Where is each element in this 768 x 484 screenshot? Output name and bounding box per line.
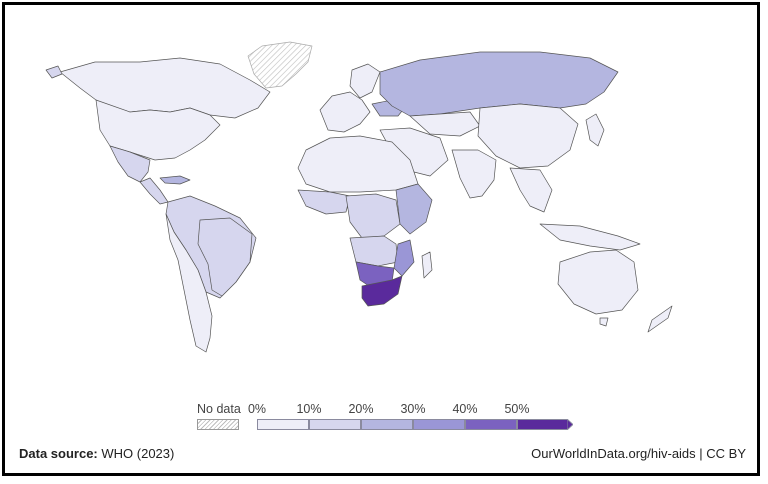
region-angola-zambia[interactable]	[349, 235, 399, 267]
region-china[interactable]	[477, 103, 579, 169]
legend-bin-50-plus	[517, 419, 567, 430]
legend-tick-20: 20%	[348, 402, 374, 416]
color-legend: No data 0% 10% 20% 30% 40% 50%	[195, 402, 585, 436]
region-scandinavia[interactable]	[349, 63, 381, 99]
region-mexico[interactable]	[109, 145, 151, 183]
world-map	[45, 41, 673, 353]
region-russia[interactable]	[379, 51, 619, 117]
region-central-africa[interactable]	[345, 193, 401, 239]
data-source-value: WHO (2023)	[101, 446, 175, 461]
credit-link[interactable]: OurWorldInData.org/hiv-aids | CC BY	[531, 446, 746, 461]
legend-tick-30: 30%	[400, 402, 426, 416]
region-southeast-asia[interactable]	[509, 167, 553, 213]
region-tasmania[interactable]	[599, 317, 609, 327]
region-andes[interactable]	[165, 213, 213, 353]
region-madagascar[interactable]	[421, 251, 433, 279]
legend-tick-50: 50%	[504, 402, 530, 416]
region-canada-alaska[interactable]	[59, 57, 271, 119]
region-europe-west[interactable]	[319, 91, 371, 133]
legend-tick-0: 0%	[247, 402, 267, 416]
region-new-zealand[interactable]	[647, 305, 673, 333]
region-south-africa-lesotho-eswatini[interactable]	[361, 275, 403, 307]
legend-tick-40: 40%	[452, 402, 478, 416]
region-australia[interactable]	[557, 249, 639, 315]
legend-bin-0-10	[257, 419, 309, 430]
region-greenland[interactable]	[247, 41, 313, 89]
legend-bin-20-30	[361, 419, 413, 430]
region-east-africa[interactable]	[395, 183, 433, 235]
region-indonesia[interactable]	[539, 223, 641, 251]
region-mozambique-malawi[interactable]	[393, 239, 415, 277]
legend-bin-10-20	[309, 419, 361, 430]
data-source: Data source: WHO (2023)	[19, 446, 174, 461]
legend-arrow-tip	[567, 419, 573, 430]
region-japan[interactable]	[585, 113, 605, 147]
region-west-africa[interactable]	[297, 189, 351, 215]
region-brazil[interactable]	[197, 217, 253, 297]
legend-no-data-swatch	[197, 419, 239, 430]
region-india[interactable]	[451, 149, 497, 199]
legend-bin-30-40	[413, 419, 465, 430]
region-alaska-west[interactable]	[45, 65, 63, 79]
data-source-label: Data source:	[19, 446, 98, 461]
region-caribbean[interactable]	[159, 175, 191, 185]
legend-no-data-label: No data	[197, 402, 241, 416]
legend-bin-40-50	[465, 419, 517, 430]
legend-tick-10: 10%	[296, 402, 322, 416]
